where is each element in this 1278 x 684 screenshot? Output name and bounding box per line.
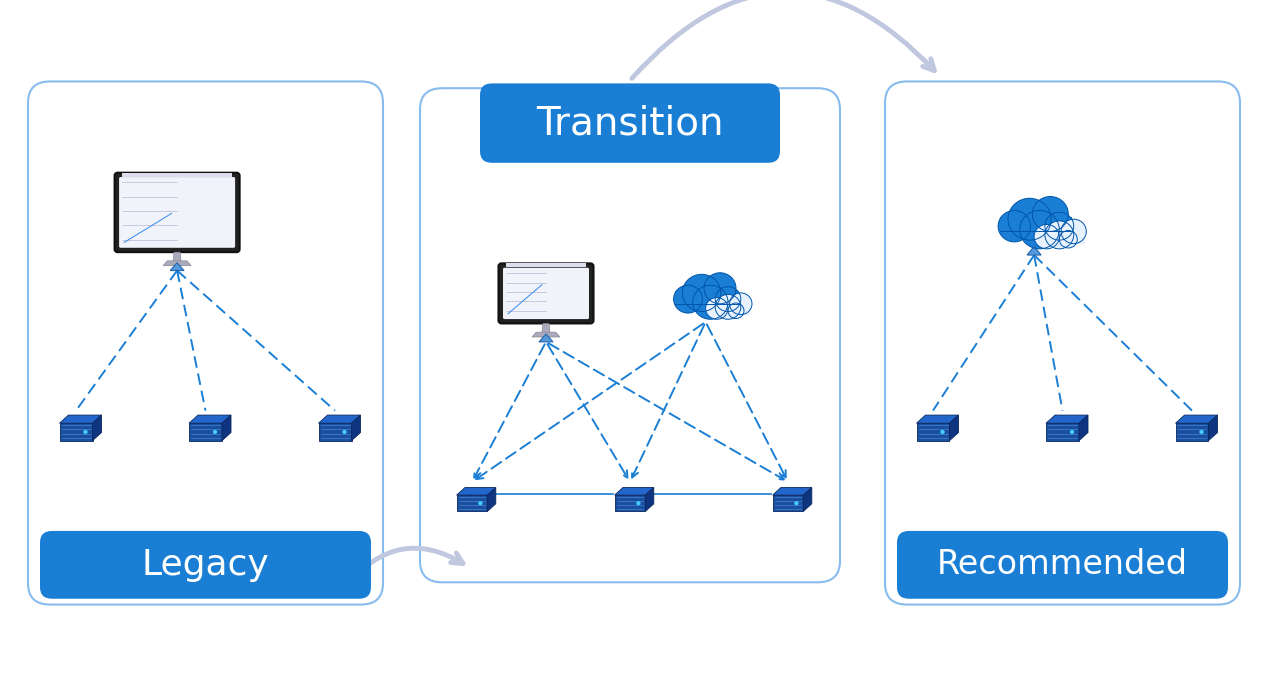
Polygon shape — [222, 415, 231, 440]
Polygon shape — [1045, 415, 1088, 423]
Polygon shape — [1209, 415, 1218, 440]
Circle shape — [716, 287, 741, 311]
FancyBboxPatch shape — [481, 83, 780, 163]
FancyBboxPatch shape — [119, 177, 235, 248]
Circle shape — [674, 285, 703, 313]
Polygon shape — [804, 488, 812, 512]
Text: Legacy: Legacy — [142, 548, 270, 582]
Polygon shape — [773, 488, 812, 495]
Polygon shape — [773, 495, 804, 512]
Circle shape — [704, 273, 736, 304]
Polygon shape — [1028, 246, 1042, 255]
Text: Recommended: Recommended — [937, 549, 1189, 581]
Polygon shape — [916, 415, 958, 423]
Circle shape — [728, 303, 744, 319]
FancyBboxPatch shape — [115, 172, 239, 252]
Polygon shape — [456, 495, 487, 512]
Polygon shape — [999, 218, 1072, 231]
Circle shape — [794, 501, 799, 505]
Polygon shape — [532, 332, 560, 337]
FancyBboxPatch shape — [420, 88, 840, 582]
Polygon shape — [164, 261, 192, 265]
Circle shape — [1059, 231, 1077, 248]
Circle shape — [1033, 196, 1068, 231]
Polygon shape — [318, 423, 351, 440]
Circle shape — [1034, 224, 1059, 249]
Polygon shape — [318, 415, 360, 423]
Bar — [123, 172, 233, 176]
Polygon shape — [351, 415, 360, 440]
Circle shape — [636, 501, 640, 505]
FancyBboxPatch shape — [40, 531, 371, 598]
Polygon shape — [675, 291, 739, 304]
Circle shape — [83, 430, 88, 434]
Bar — [506, 263, 587, 267]
Circle shape — [1008, 198, 1052, 240]
Polygon shape — [60, 423, 92, 440]
Polygon shape — [487, 488, 496, 512]
Circle shape — [693, 285, 728, 319]
Polygon shape — [189, 423, 222, 440]
Polygon shape — [542, 324, 551, 337]
Circle shape — [1045, 212, 1074, 240]
Polygon shape — [170, 263, 184, 271]
Polygon shape — [645, 488, 654, 512]
Polygon shape — [456, 488, 496, 495]
FancyBboxPatch shape — [504, 267, 589, 319]
FancyBboxPatch shape — [884, 81, 1240, 605]
Polygon shape — [716, 303, 750, 315]
Polygon shape — [615, 488, 654, 495]
Circle shape — [730, 293, 751, 315]
Polygon shape — [1045, 423, 1079, 440]
Polygon shape — [1176, 415, 1218, 423]
Circle shape — [1045, 221, 1074, 249]
Polygon shape — [950, 415, 958, 440]
FancyBboxPatch shape — [498, 263, 593, 324]
Circle shape — [1061, 219, 1086, 244]
Circle shape — [213, 430, 217, 434]
Polygon shape — [539, 334, 553, 342]
Polygon shape — [60, 415, 101, 423]
Polygon shape — [1045, 231, 1085, 244]
Polygon shape — [173, 252, 181, 265]
Circle shape — [716, 295, 741, 319]
FancyBboxPatch shape — [897, 531, 1228, 598]
Circle shape — [1070, 430, 1075, 434]
Circle shape — [1199, 430, 1204, 434]
Circle shape — [343, 430, 346, 434]
Circle shape — [705, 298, 728, 319]
Polygon shape — [1176, 423, 1209, 440]
Polygon shape — [189, 415, 231, 423]
FancyBboxPatch shape — [28, 81, 383, 605]
Polygon shape — [92, 415, 101, 440]
Polygon shape — [916, 423, 950, 440]
Polygon shape — [1079, 415, 1088, 440]
Circle shape — [478, 501, 483, 505]
Circle shape — [998, 211, 1030, 242]
Circle shape — [941, 430, 944, 434]
Circle shape — [1020, 211, 1059, 249]
Polygon shape — [615, 495, 645, 512]
Circle shape — [682, 274, 721, 311]
Text: Transition: Transition — [537, 104, 723, 142]
